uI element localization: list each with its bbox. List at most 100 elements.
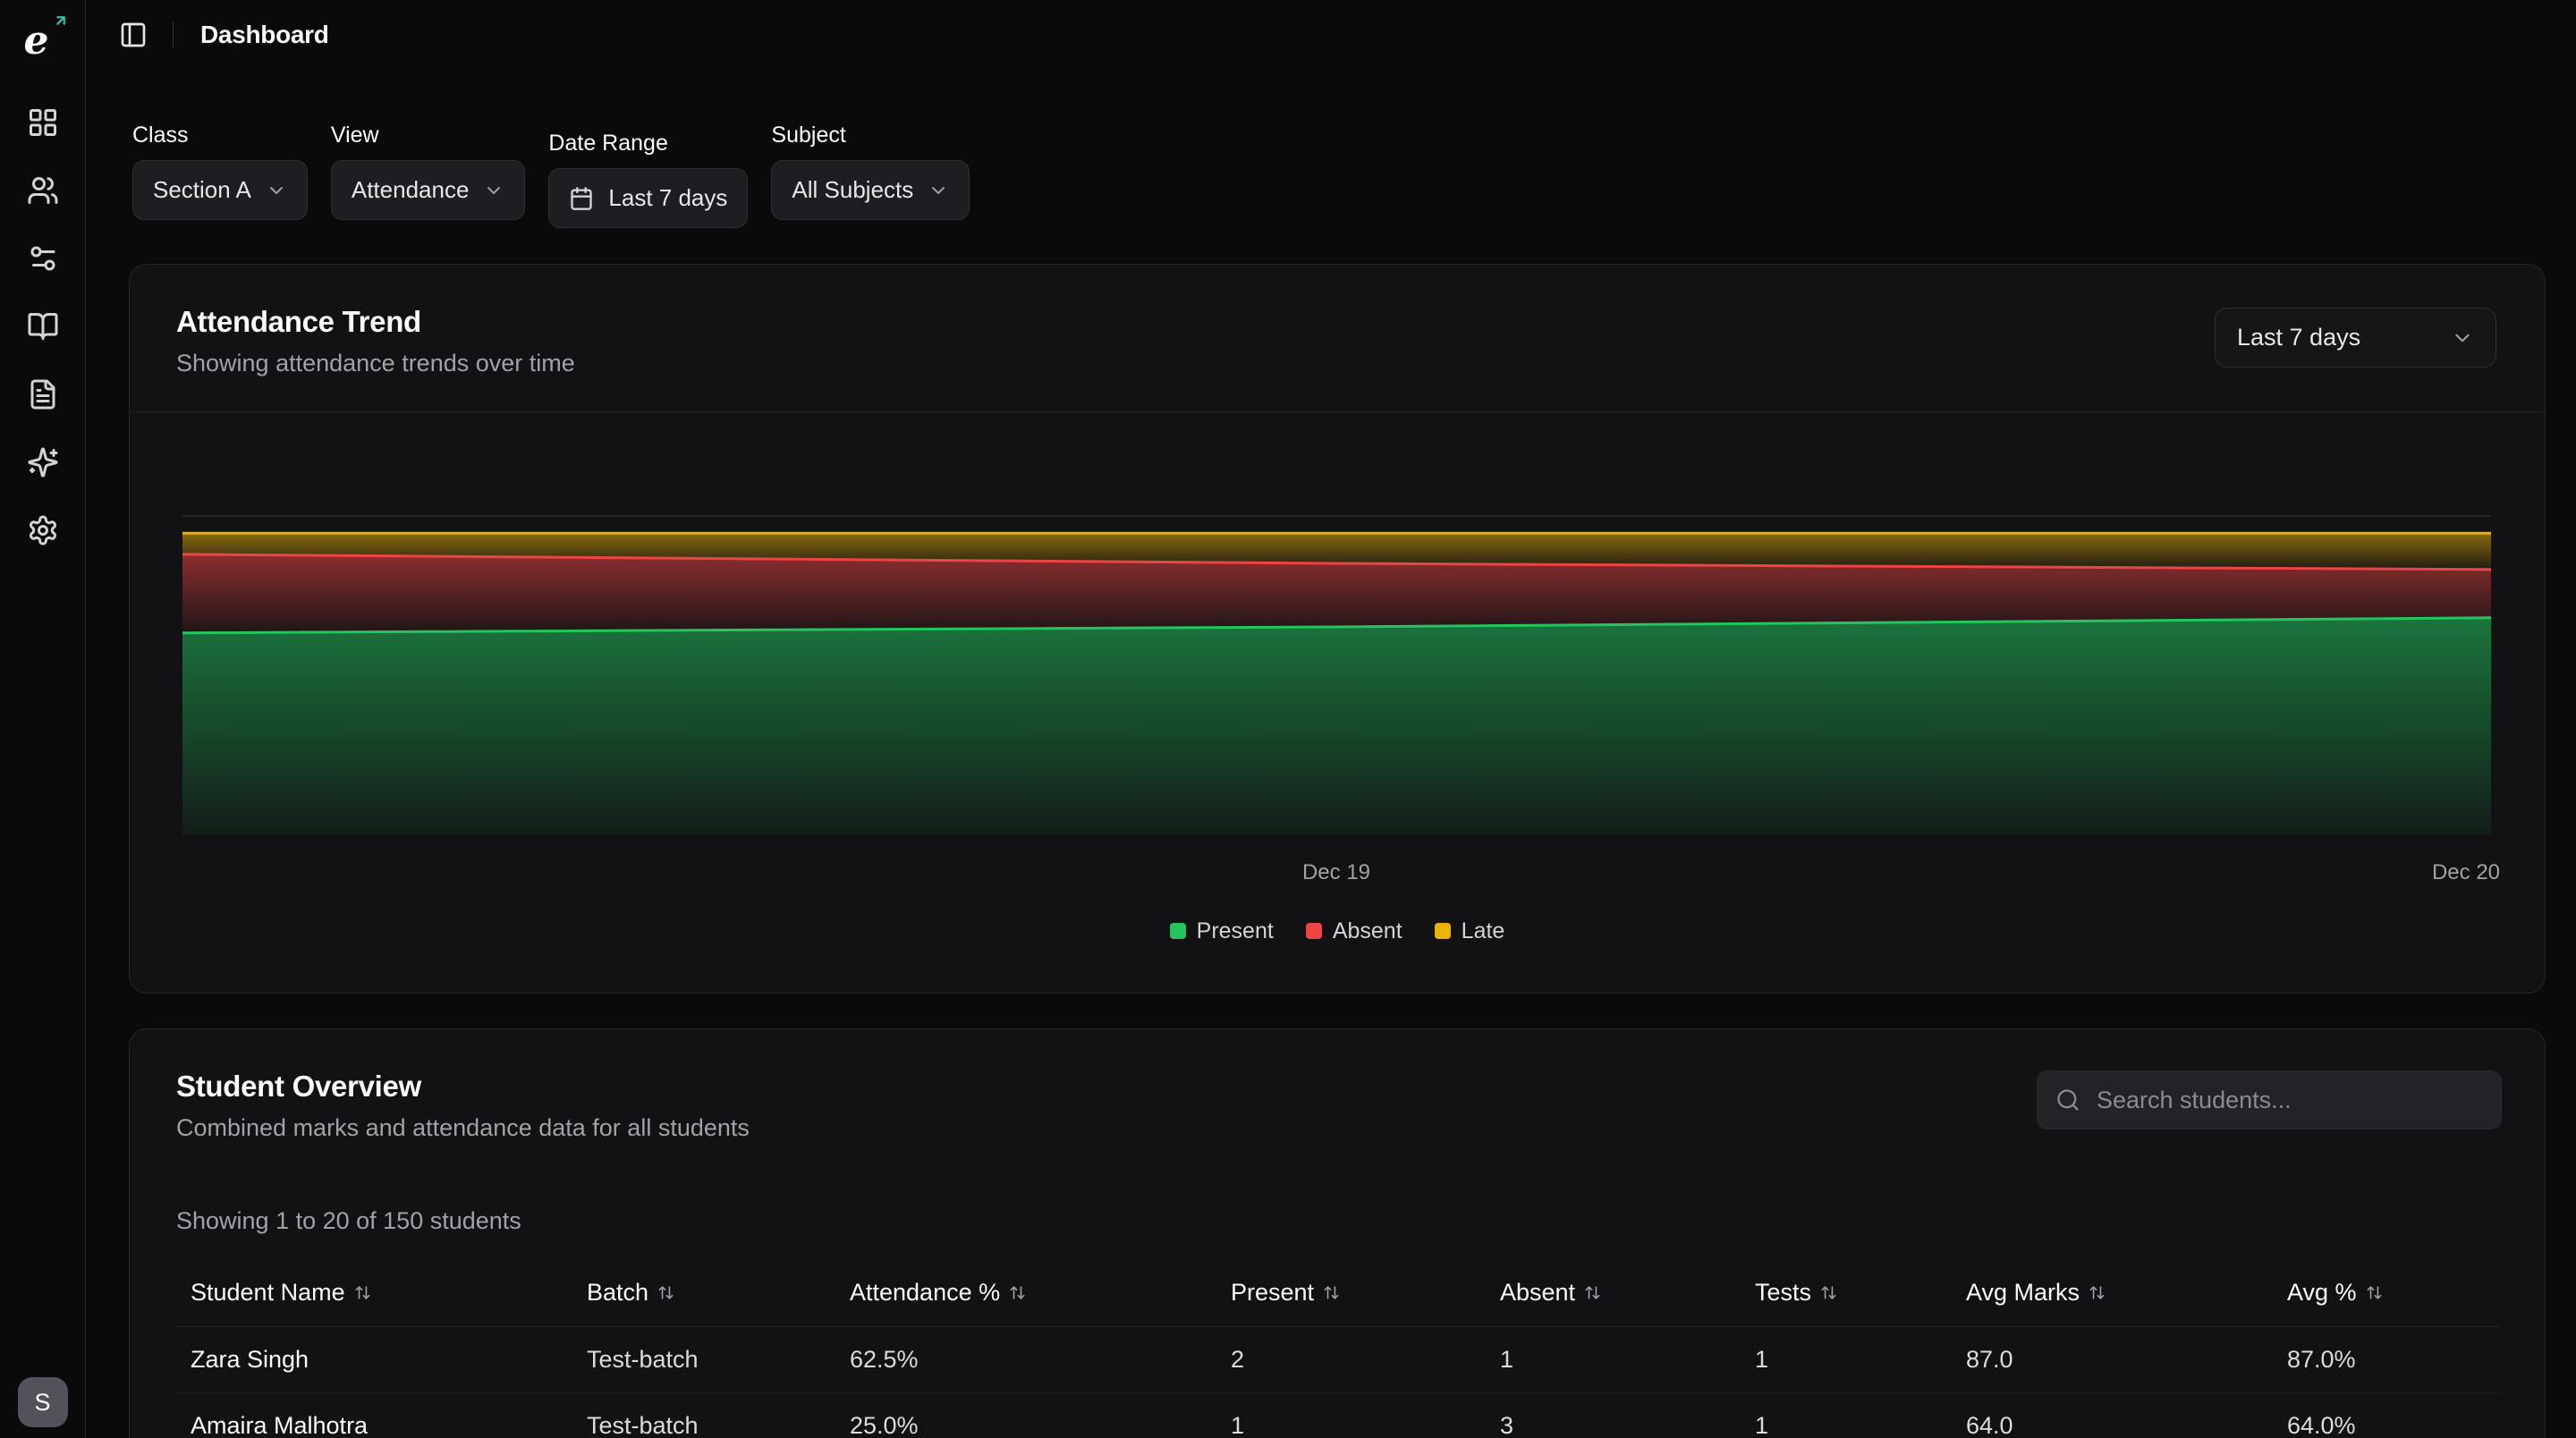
column-label: Attendance % [850, 1279, 1001, 1307]
data-cell: 1 [1231, 1411, 1245, 1438]
data-cell: 1 [1755, 1345, 1769, 1373]
column-header-attendance[interactable]: Attendance % [835, 1260, 1216, 1326]
sort-icon [1324, 1286, 1339, 1299]
table-row: Amaira Malhotra Test-batch 25.0% 1 3 1 64.0 64.… [176, 1392, 2500, 1438]
chevron-down-icon [932, 186, 945, 194]
column-header-student-name[interactable]: Student Name [176, 1260, 572, 1326]
students-table: Student Name Batch Attendance % Present Abse… [176, 1260, 2500, 1438]
date-range-button[interactable]: Last 7 days [548, 168, 749, 228]
avatar-initial: S [34, 1388, 51, 1416]
subject-filter-group: Subject All Subjects [771, 123, 970, 220]
sort-icon [2089, 1286, 2105, 1299]
column-header-tests[interactable]: Tests [1741, 1260, 1952, 1326]
chart-legend: Present Absent Late [130, 915, 2545, 947]
column-header-avg[interactable]: Avg % [2273, 1260, 2500, 1326]
column-label: Avg Marks [1966, 1279, 2080, 1307]
view-select[interactable]: Attendance [330, 160, 526, 220]
sidebar-item-courses[interactable] [25, 309, 61, 343]
x-axis-tick: Dec 20 [2431, 860, 2501, 884]
chevron-down-icon [487, 186, 501, 194]
sidebar: e S [0, 0, 86, 1438]
table-header-row: Student Name Batch Attendance % Present Abse… [176, 1260, 2500, 1326]
trend-card-subtitle: Showing attendance trends over time [176, 350, 575, 376]
students-card-title: Student Overview [176, 1070, 421, 1103]
sidebar-toggle-button[interactable] [119, 21, 148, 49]
column-label: Present [1231, 1279, 1315, 1307]
column-header-batch[interactable]: Batch [572, 1260, 835, 1326]
sidebar-item-settings[interactable] [25, 513, 61, 547]
panel-left-icon [121, 22, 146, 47]
stacked-area-chart [182, 515, 2491, 835]
student-search-input[interactable] [2095, 1085, 2485, 1115]
data-cell: 64.0% [2287, 1411, 2356, 1438]
top-bar: Dashboard [87, 0, 2576, 70]
subject-select-value: All Subjects [792, 176, 914, 203]
column-header-absent[interactable]: Absent [1486, 1260, 1741, 1326]
logo-letter: e [23, 18, 49, 63]
view-select-value: Attendance [351, 176, 470, 203]
legend-item-present: Present [1169, 918, 1274, 944]
trend-card-header: Attendance Trend Showing attendance tren… [130, 265, 2545, 412]
file-text-icon [30, 379, 55, 410]
data-cell: 62.5% [850, 1345, 919, 1373]
trend-card-title: Attendance Trend [176, 305, 421, 338]
student-name-cell: Amaira Malhotra [191, 1411, 369, 1438]
date-range-filter-group: Date Range Last 7 days [548, 131, 749, 228]
sidebar-item-attendance[interactable] [25, 241, 61, 275]
data-cell: 25.0% [850, 1411, 919, 1438]
legend-label: Late [1461, 918, 1505, 943]
results-summary: Showing 1 to 20 of 150 students [176, 1207, 521, 1234]
x-axis-tick: Dec 19 [1301, 860, 1371, 884]
sidebar-item-reports[interactable] [25, 377, 61, 411]
sort-icon [355, 1286, 370, 1299]
sliders-icon [30, 246, 55, 271]
sidebar-item-ai-insights[interactable] [25, 445, 61, 479]
date-range-value: Last 7 days [608, 184, 728, 211]
present-swatch [1169, 923, 1186, 939]
sidebar-nav [25, 106, 61, 547]
arrow-up-right-icon [55, 16, 65, 25]
column-header-avg-marks[interactable]: Avg Marks [1952, 1260, 2273, 1326]
column-label: Tests [1755, 1279, 1812, 1307]
sparkles-icon [28, 447, 58, 478]
sidebar-item-dashboard[interactable] [25, 106, 61, 140]
column-label: Batch [587, 1279, 649, 1307]
app-logo[interactable]: e [17, 11, 69, 68]
attendance-chart: Dec 19 Dec 20 Present Absent Late [130, 412, 2545, 994]
late-swatch [1434, 923, 1451, 939]
data-cell: 1 [1755, 1411, 1769, 1438]
chevron-down-icon [2455, 334, 2470, 342]
students-card-header: Student Overview Combined marks and atte… [130, 1029, 2545, 1142]
student-name-cell: Zara Singh [191, 1345, 309, 1373]
subject-select[interactable]: All Subjects [771, 160, 970, 220]
subject-filter-label: Subject [771, 123, 846, 148]
column-label: Student Name [191, 1279, 345, 1307]
class-select-value: Section A [153, 176, 251, 203]
users-icon [28, 177, 57, 204]
divider [173, 22, 174, 47]
absent-swatch [1305, 923, 1322, 939]
view-filter-group: View Attendance [330, 123, 526, 220]
students-card-subtitle: Combined marks and attendance data for a… [176, 1114, 750, 1141]
data-cell: 87.0 [1966, 1345, 2013, 1373]
column-header-present[interactable]: Present [1216, 1260, 1486, 1326]
legend-item-absent: Absent [1305, 918, 1402, 944]
data-cell: 2 [1231, 1345, 1245, 1373]
filter-bar: Class Section A View Attendance Date Ran… [87, 123, 2576, 228]
data-cell: Test-batch [587, 1411, 699, 1438]
layout-grid-icon [29, 109, 56, 136]
book-open-icon [28, 313, 57, 340]
trend-range-value: Last 7 days [2237, 324, 2361, 351]
trend-range-select[interactable]: Last 7 days [2215, 308, 2496, 368]
attendance-trend-card: Attendance Trend Showing attendance tren… [129, 264, 2546, 994]
main-content: Dashboard Class Section A View Attendanc… [87, 0, 2576, 1438]
sidebar-item-students[interactable] [25, 173, 61, 207]
data-cell: 64.0 [1966, 1411, 2013, 1438]
user-avatar[interactable]: S [17, 1377, 68, 1427]
sort-icon [2367, 1286, 2381, 1299]
search-icon [2057, 1089, 2079, 1111]
class-select[interactable]: Section A [132, 160, 308, 220]
student-overview-card: Student Overview Combined marks and atte… [129, 1028, 2546, 1438]
data-cell: 87.0% [2287, 1345, 2356, 1373]
class-filter-group: Class Section A [132, 123, 308, 220]
